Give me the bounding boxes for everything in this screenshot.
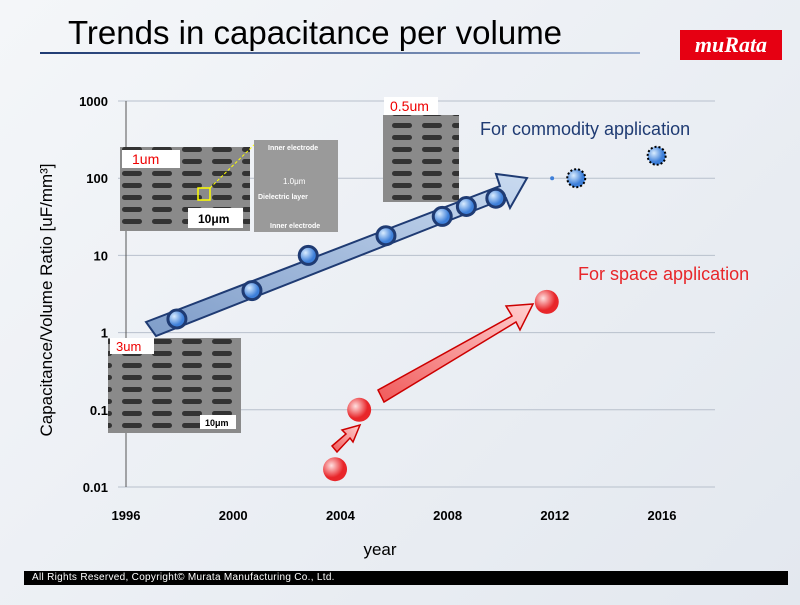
title-underline — [40, 52, 640, 54]
img1-label: 1um — [132, 151, 159, 167]
y-axis-label: Capacitance/Volume Ratio [uF/mm³] — [37, 163, 56, 436]
commodity-point — [431, 205, 453, 227]
space-point — [347, 397, 372, 422]
commodity-point — [485, 187, 507, 209]
inset-label-mid: 1.0μm — [283, 177, 306, 186]
x-tick-label: 2012 — [540, 508, 569, 523]
img1-scale: 10μm — [198, 212, 229, 226]
space-point — [534, 289, 559, 314]
inset-label-bottom: Inner electrode — [270, 223, 320, 230]
commodity-trend-arrow — [144, 172, 529, 338]
x-tick-label: 2016 — [648, 508, 677, 523]
space-point — [323, 457, 348, 482]
y-tick-label: 1 — [101, 326, 108, 341]
x-tick-label: 1996 — [112, 508, 141, 523]
y-tick-label: 0.1 — [90, 403, 108, 418]
inset-label-dielectric: Dielectric layer — [258, 194, 308, 201]
img3-label: 3um — [116, 339, 141, 354]
img2-label: 0.5um — [390, 98, 429, 114]
commodity-point — [241, 280, 263, 302]
commodity-point — [297, 244, 319, 266]
legend-commodity: For commodity application — [480, 119, 690, 139]
slide-title: Trends in capacitance per volume — [68, 14, 563, 51]
commodity-projected-point — [646, 145, 667, 166]
inset-label-top: Inner electrode — [268, 145, 318, 152]
commodity-marker — [550, 176, 555, 181]
x-tick-label: 2008 — [433, 508, 462, 523]
img3-scale: 10μm — [205, 418, 229, 428]
space-trend-arrow-small — [330, 423, 362, 454]
legend-space: For space application — [578, 264, 749, 284]
y-tick-label: 10 — [94, 248, 108, 263]
sem-image-0.5um — [383, 115, 459, 202]
x-tick-label: 2000 — [219, 508, 248, 523]
murata-logo: muRata — [680, 30, 782, 60]
commodity-point — [166, 308, 188, 330]
y-tick-label: 0.01 — [83, 480, 108, 495]
commodity-projected-point — [566, 168, 587, 189]
commodity-point — [455, 195, 477, 217]
x-axis-label: year — [363, 540, 396, 559]
y-tick-label: 1000 — [79, 94, 108, 109]
x-tick-label: 2004 — [326, 508, 356, 523]
sem-inset — [254, 140, 338, 232]
copyright-footer: All Rights Reserved, Copyright© Murata M… — [24, 571, 788, 585]
commodity-point — [375, 225, 397, 247]
y-tick-label: 100 — [86, 171, 108, 186]
space-trend-arrow — [377, 303, 535, 404]
